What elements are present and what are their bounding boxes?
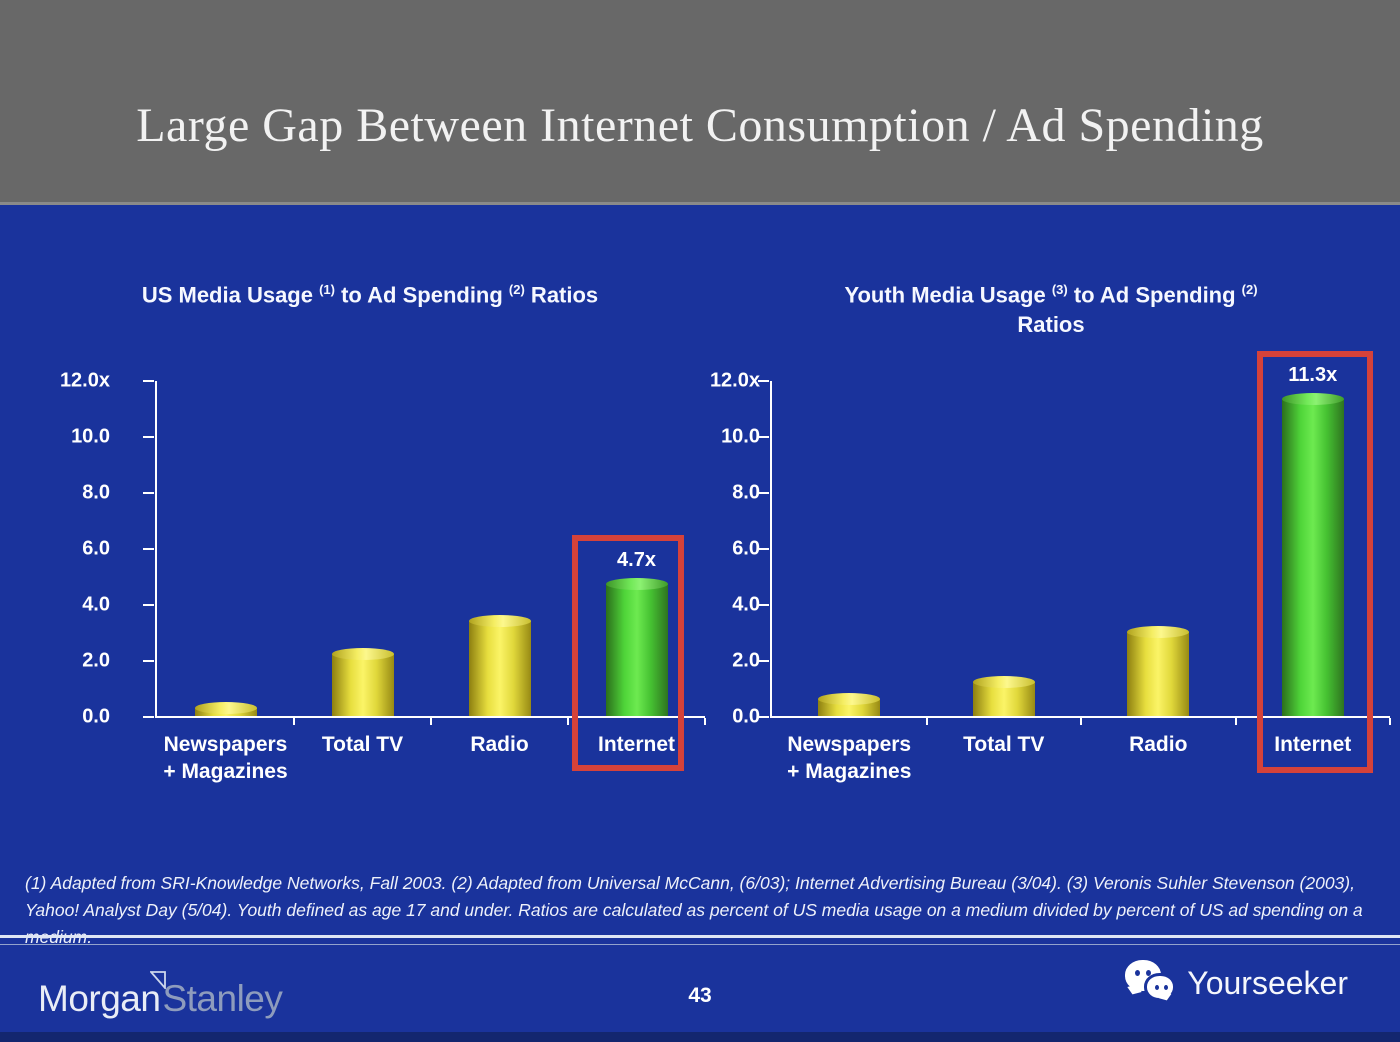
us-category-newspapers-magazines: Newspapers + Magazines — [157, 381, 295, 783]
us-plot-area: Newspapers + Magazines Total TV Radio 4.7… — [143, 380, 706, 783]
youth-highlight-box — [1256, 351, 1373, 773]
youth-bar-newspapers-magazines — [818, 693, 881, 716]
y-tick-label: 0.0 — [732, 705, 760, 728]
category-label: Internet — [1274, 733, 1352, 756]
us-bar-internet — [605, 578, 668, 716]
youth-plot-wrap: 12.0x 10.0 8.0 6.0 4.0 2.0 0.0 Newspaper… — [702, 351, 1400, 783]
y-tick-label: 4.0 — [82, 593, 110, 616]
us-media-chart: US Media Usage (1) to Ad Spending (2) Ra… — [30, 275, 710, 783]
yourseeker-brand: Yourseeker — [1123, 958, 1348, 1008]
youth-internet-value-label: 11.3x — [1288, 364, 1338, 386]
y-tick-label: 6.0 — [732, 537, 760, 560]
youth-plot-area: Newspapers + Magazines Total TV Radio 11.… — [758, 351, 1391, 783]
us-category-radio: Radio — [431, 381, 569, 756]
youth-bar-radio — [1127, 626, 1190, 716]
y-tick-label: 0.0 — [82, 705, 110, 728]
youth-media-chart: Youth Media Usage (3) to Ad Spending (2)… — [702, 275, 1400, 783]
us-internet-value-label: 4.7x — [617, 549, 656, 571]
us-bar-total-tv — [331, 648, 394, 716]
us-category-internet: 4.7x Internet — [568, 381, 706, 756]
footer-divider — [0, 935, 1400, 945]
us-plot-wrap: 12.0x 10.0 8.0 6.0 4.0 2.0 0.0 Newspaper… — [30, 370, 710, 783]
footnote-marker-1: (1) — [319, 282, 335, 297]
slide-header: Large Gap Between Internet Consumption /… — [0, 0, 1400, 205]
youth-category-total-tv: Total TV — [927, 381, 1082, 756]
footnote-text: (1) Adapted from SRI-Knowledge Networks,… — [25, 873, 1363, 947]
yourseeker-label: Yourseeker — [1187, 964, 1348, 1001]
us-bar-radio — [468, 615, 531, 716]
us-y-axis: 12.0x 10.0 8.0 6.0 4.0 2.0 0.0 — [40, 370, 110, 728]
slide-bottom-edge — [0, 1032, 1400, 1042]
y-tick-label: 2.0 — [732, 649, 760, 672]
y-tick-label: 8.0 — [82, 481, 110, 504]
y-tick-label: 12.0x — [709, 369, 760, 392]
youth-category-radio: Radio — [1081, 381, 1236, 756]
footnote-marker-2: (2) — [1241, 282, 1258, 297]
y-tick-label: 6.0 — [82, 537, 110, 560]
morgan-stanley-logo: Morgan Stanley — [38, 971, 283, 1020]
youth-category-internet: 11.3x Internet — [1236, 364, 1391, 756]
y-tick-label: 4.0 — [732, 593, 760, 616]
us-bar-newspapers-magazines — [194, 702, 257, 716]
footnote-marker-2: (2) — [508, 282, 525, 297]
y-tick-label: 10.0 — [721, 425, 760, 448]
youth-bar-total-tv — [972, 676, 1035, 716]
youth-category-newspapers-magazines: Newspapers + Magazines — [772, 381, 927, 783]
category-label: Radio — [470, 733, 529, 756]
page-number: 43 — [688, 984, 712, 1007]
wechat-icon — [1123, 958, 1179, 1008]
category-label: Newspapers + Magazines — [163, 733, 288, 783]
youth-chart-title: Youth Media Usage (3) to Ad Spending (2)… — [844, 282, 1258, 338]
slide-title: Large Gap Between Internet Consumption /… — [136, 99, 1264, 152]
y-tick-label: 8.0 — [732, 481, 760, 504]
y-tick-label: 10.0 — [71, 425, 110, 448]
youth-y-axis: 12.0x 10.0 8.0 6.0 4.0 2.0 0.0 — [702, 370, 760, 728]
youth-bar-internet — [1281, 393, 1344, 716]
y-tick-label: 2.0 — [82, 649, 110, 672]
us-highlight-box — [572, 535, 684, 771]
category-label: Total TV — [963, 733, 1045, 756]
category-label: Newspapers + Magazines — [787, 733, 912, 783]
category-label: Radio — [1129, 733, 1188, 756]
us-chart-title: US Media Usage (1) to Ad Spending (2) Ra… — [141, 282, 599, 308]
category-label: Total TV — [321, 733, 404, 756]
y-tick-label: 12.0x — [59, 369, 110, 392]
footnote-marker-3: (3) — [1051, 282, 1068, 297]
us-category-total-tv: Total TV — [294, 381, 432, 756]
category-label: Internet — [597, 733, 675, 756]
